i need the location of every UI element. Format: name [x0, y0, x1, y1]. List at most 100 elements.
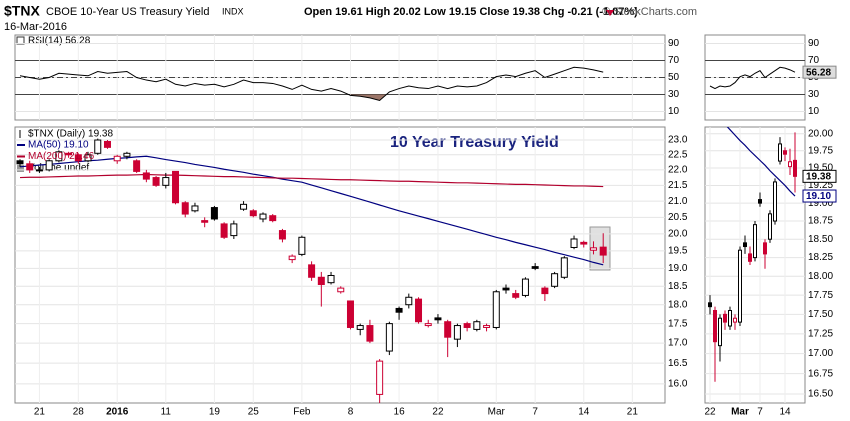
candle-body	[55, 151, 63, 162]
candle-body	[259, 213, 267, 220]
candle-body	[395, 307, 403, 313]
candle-body	[773, 181, 777, 222]
candle-body	[713, 310, 717, 343]
rsi-legend-icon	[16, 36, 25, 45]
candle-body	[599, 246, 607, 256]
candle-body	[463, 323, 471, 328]
y-tick-label: 19.75	[808, 145, 833, 156]
candle-body	[142, 172, 150, 180]
candle-body	[288, 255, 296, 261]
candle-body	[317, 276, 325, 285]
y-tick-label: 18.00	[808, 271, 833, 282]
y-tick-label: 19.0	[668, 263, 688, 274]
candle-body	[415, 298, 423, 323]
x-tick-label: 22	[432, 407, 444, 418]
volume-legend-icon	[17, 165, 24, 172]
candle-body	[74, 154, 82, 162]
candle-body	[210, 207, 218, 220]
candle-body	[723, 313, 727, 323]
y-tick-label: 70	[668, 55, 680, 66]
y-tick-label: 19.50	[808, 163, 833, 174]
y-tick-label: 17.25	[808, 328, 833, 339]
candle-body	[113, 155, 121, 162]
y-tick-label: 20.0	[668, 229, 688, 240]
candle-body	[16, 160, 24, 165]
quote: Open 19.61 High 20.02 Low 19.15 Close 19…	[304, 6, 638, 18]
y-tick-label: 70	[808, 55, 820, 66]
candle-body	[269, 215, 277, 222]
candle-body	[483, 325, 491, 328]
candle-body	[444, 321, 452, 338]
candle-body	[385, 323, 393, 352]
candle-body	[94, 139, 102, 154]
x-tick-label: 16	[394, 407, 406, 418]
x-tick-label: 8	[348, 407, 354, 418]
candle-body	[521, 278, 529, 296]
credit: © StockCharts.com	[602, 6, 697, 18]
value-tag	[802, 65, 837, 79]
candle-body	[181, 202, 189, 215]
y-tick-label: 19.5	[668, 246, 688, 257]
candle-body	[337, 287, 345, 293]
candle-body	[201, 220, 209, 223]
candle-body	[473, 321, 481, 330]
candle-body	[551, 273, 559, 287]
plot-area	[19, 66, 604, 102]
plot-area	[708, 127, 797, 382]
y-tick-label: 23.0	[668, 135, 688, 146]
candle-body	[502, 287, 510, 291]
candle-body	[26, 163, 34, 171]
y-tick-label: 30	[808, 89, 820, 100]
x-tick-label: 7	[532, 407, 538, 418]
y-tick-label: 21.5	[668, 180, 688, 191]
candle-body	[743, 242, 747, 248]
candle-body	[240, 203, 248, 210]
candle-body	[589, 247, 597, 251]
x-tick-label: 22	[704, 407, 716, 418]
candle-body	[84, 154, 92, 162]
value-tag-label: 19.38	[806, 171, 831, 182]
candle-body	[191, 205, 199, 212]
candle-body	[308, 264, 316, 278]
y-tick-label: 17.00	[808, 348, 833, 359]
candle-body	[434, 317, 442, 321]
candle-body	[708, 302, 712, 308]
moving-average	[19, 173, 604, 188]
price-legend: $TNX (Daily) 19.38	[28, 129, 113, 140]
moving-average	[726, 127, 796, 197]
candle-body	[133, 160, 141, 172]
zoom-price-panel	[704, 126, 806, 404]
candle-body	[531, 266, 539, 269]
y-tick-label: 50	[668, 72, 680, 83]
candle-body	[172, 170, 180, 204]
candle-body	[162, 177, 170, 186]
date: 16-Mar-2016	[4, 21, 67, 33]
candle-body	[424, 323, 432, 327]
symbol: $TNX	[4, 3, 40, 19]
y-tick-label: 18.75	[808, 216, 833, 227]
y-tick-label: 10	[668, 106, 680, 117]
candle-body	[152, 177, 160, 186]
candle-body	[738, 249, 742, 323]
x-tick-label: 14	[779, 407, 791, 418]
candle-body	[718, 317, 722, 347]
y-tick-label: 18.25	[808, 252, 833, 263]
candle-body	[123, 152, 131, 157]
y-tick-label: 16.75	[808, 368, 833, 379]
price-panel	[14, 126, 666, 404]
rsi-line	[709, 66, 796, 90]
candle-body	[788, 161, 792, 168]
candle-body	[793, 159, 797, 177]
candle-body	[580, 241, 588, 245]
y-tick-label: 17.5	[668, 318, 688, 329]
y-tick-label: 17.0	[668, 338, 688, 349]
y-tick-label: 16.5	[668, 358, 688, 369]
y-tick-label: 17.75	[808, 290, 833, 301]
candle-body	[768, 213, 772, 240]
candle-body	[346, 300, 354, 328]
rsi-line	[19, 66, 604, 102]
annotation: 10 Year Treasury Yield	[390, 134, 559, 151]
x-tick-label: 19	[209, 407, 221, 418]
y-tick-label: 10	[808, 106, 820, 117]
x-tick-label: 25	[248, 407, 260, 418]
